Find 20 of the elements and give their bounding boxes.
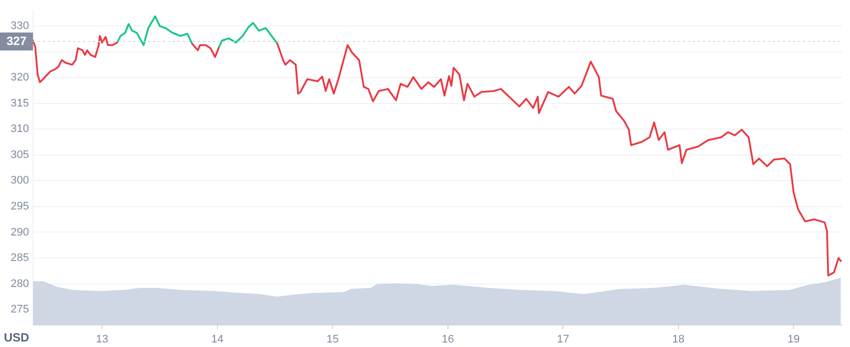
x-tick-label: 14	[211, 334, 224, 346]
y-tick-label: 290	[10, 226, 29, 238]
y-tick-label: 305	[10, 148, 29, 161]
y-tick-label: 275	[10, 304, 29, 316]
y-tick-label: 295	[10, 200, 29, 212]
x-tick-label: 13	[96, 334, 108, 346]
y-tick-label: 315	[10, 97, 29, 110]
y-tick-label: 330	[10, 20, 29, 32]
x-tick-label: 15	[326, 334, 339, 346]
y-tick-label: 310	[10, 123, 29, 136]
x-tick-label: 18	[672, 334, 684, 346]
ref-line-label: 327	[6, 34, 27, 48]
x-tick-label: 16	[442, 334, 454, 346]
x-tick-label: 17	[556, 334, 570, 346]
y-tick-label: 280	[10, 278, 29, 290]
y-tick-label: 285	[10, 252, 29, 264]
y-tick-label: 300	[10, 174, 29, 187]
x-tick-label: 19	[787, 334, 800, 346]
y-tick-label: 320	[10, 72, 29, 84]
y-axis-title: USD	[4, 330, 30, 344]
